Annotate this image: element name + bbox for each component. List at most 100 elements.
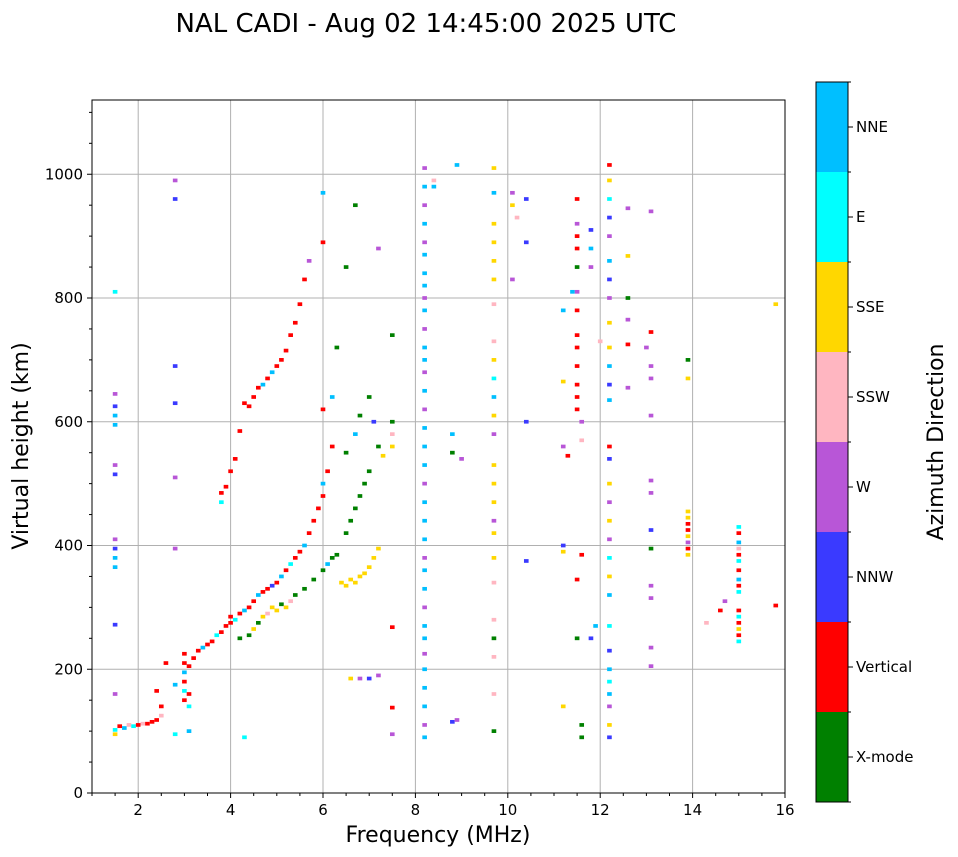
- data-point: [265, 376, 270, 381]
- data-point: [625, 385, 631, 390]
- data-point: [648, 209, 654, 214]
- data-point: [648, 528, 654, 532]
- data-point: [736, 546, 742, 551]
- data-point: [172, 732, 178, 737]
- data-point: [648, 596, 654, 600]
- y-tick-label: 400: [54, 537, 83, 555]
- data-point: [154, 718, 159, 722]
- data-point: [274, 580, 280, 585]
- data-point: [195, 648, 201, 653]
- data-point: [491, 580, 497, 585]
- data-point: [685, 534, 691, 539]
- data-point: [422, 723, 427, 727]
- data-point: [172, 475, 178, 480]
- data-point: [491, 376, 497, 381]
- data-point: [574, 265, 580, 269]
- data-point: [491, 531, 497, 535]
- data-point: [334, 552, 340, 557]
- data-point: [256, 593, 261, 597]
- data-point: [228, 469, 233, 474]
- data-point: [625, 296, 631, 300]
- data-point: [279, 602, 284, 607]
- data-point: [685, 546, 691, 551]
- data-point: [607, 320, 612, 325]
- data-point: [422, 556, 427, 560]
- data-point: [274, 364, 280, 368]
- data-point: [320, 494, 326, 498]
- data-point: [607, 345, 612, 350]
- data-point: [574, 407, 580, 412]
- data-point: [348, 676, 354, 681]
- data-point: [422, 500, 427, 505]
- data-point: [422, 166, 427, 170]
- data-point: [607, 648, 612, 653]
- data-point: [607, 277, 612, 282]
- data-point: [422, 481, 427, 486]
- data-point: [182, 689, 187, 693]
- x-tick-label: 8: [411, 801, 421, 819]
- y-tick-label: 200: [54, 660, 83, 678]
- data-point: [145, 721, 150, 726]
- colorbar-segment-ssw: [816, 352, 848, 442]
- data-point: [297, 549, 303, 554]
- data-point: [292, 556, 298, 560]
- data-point: [574, 395, 580, 399]
- data-point: [389, 432, 395, 436]
- data-point: [242, 735, 247, 740]
- data-point: [422, 667, 427, 672]
- data-point: [607, 692, 612, 696]
- data-point: [371, 556, 377, 560]
- y-tick-label: 800: [54, 289, 83, 307]
- data-point: [112, 472, 118, 477]
- data-point: [607, 735, 612, 740]
- data-point: [491, 636, 497, 641]
- data-point: [607, 574, 612, 579]
- colorbar-frame: [815, 81, 849, 803]
- data-point: [560, 308, 566, 313]
- data-point: [256, 620, 261, 625]
- data-point: [648, 478, 654, 483]
- data-point: [112, 463, 118, 467]
- data-point: [357, 494, 363, 498]
- data-point: [219, 491, 224, 495]
- data-point: [422, 388, 427, 393]
- data-point: [607, 500, 612, 505]
- data-point: [251, 627, 257, 631]
- colorbar-tick-label: X-mode: [856, 748, 913, 766]
- data-point: [297, 302, 303, 307]
- data-point: [422, 221, 427, 226]
- data-point: [607, 457, 612, 461]
- data-point: [283, 568, 289, 573]
- data-point: [422, 203, 427, 208]
- data-point: [491, 617, 497, 622]
- data-point: [431, 178, 437, 183]
- data-point: [597, 339, 603, 344]
- data-point: [607, 624, 612, 628]
- data-point: [607, 667, 612, 672]
- data-point: [329, 556, 335, 560]
- data-point: [422, 252, 427, 257]
- data-point: [736, 540, 742, 545]
- data-point: [422, 586, 427, 591]
- data-points: [112, 163, 779, 740]
- data-point: [260, 614, 266, 619]
- data-point: [325, 562, 330, 566]
- data-point: [648, 583, 654, 588]
- data-point: [357, 676, 363, 681]
- data-point: [186, 664, 192, 669]
- data-point: [376, 444, 381, 449]
- data-point: [112, 692, 118, 696]
- data-point: [607, 593, 612, 597]
- data-point: [306, 531, 312, 535]
- colorbar-tick-label: E: [856, 208, 865, 226]
- data-point: [260, 382, 266, 387]
- data-point: [491, 166, 497, 170]
- data-point: [112, 404, 118, 409]
- colorbar-tick-label: NNW: [856, 568, 893, 586]
- plot-frame: [91, 99, 786, 794]
- data-point: [219, 500, 224, 505]
- data-point: [491, 339, 497, 344]
- data-point: [242, 608, 247, 613]
- data-point: [182, 670, 187, 675]
- data-point: [607, 398, 612, 402]
